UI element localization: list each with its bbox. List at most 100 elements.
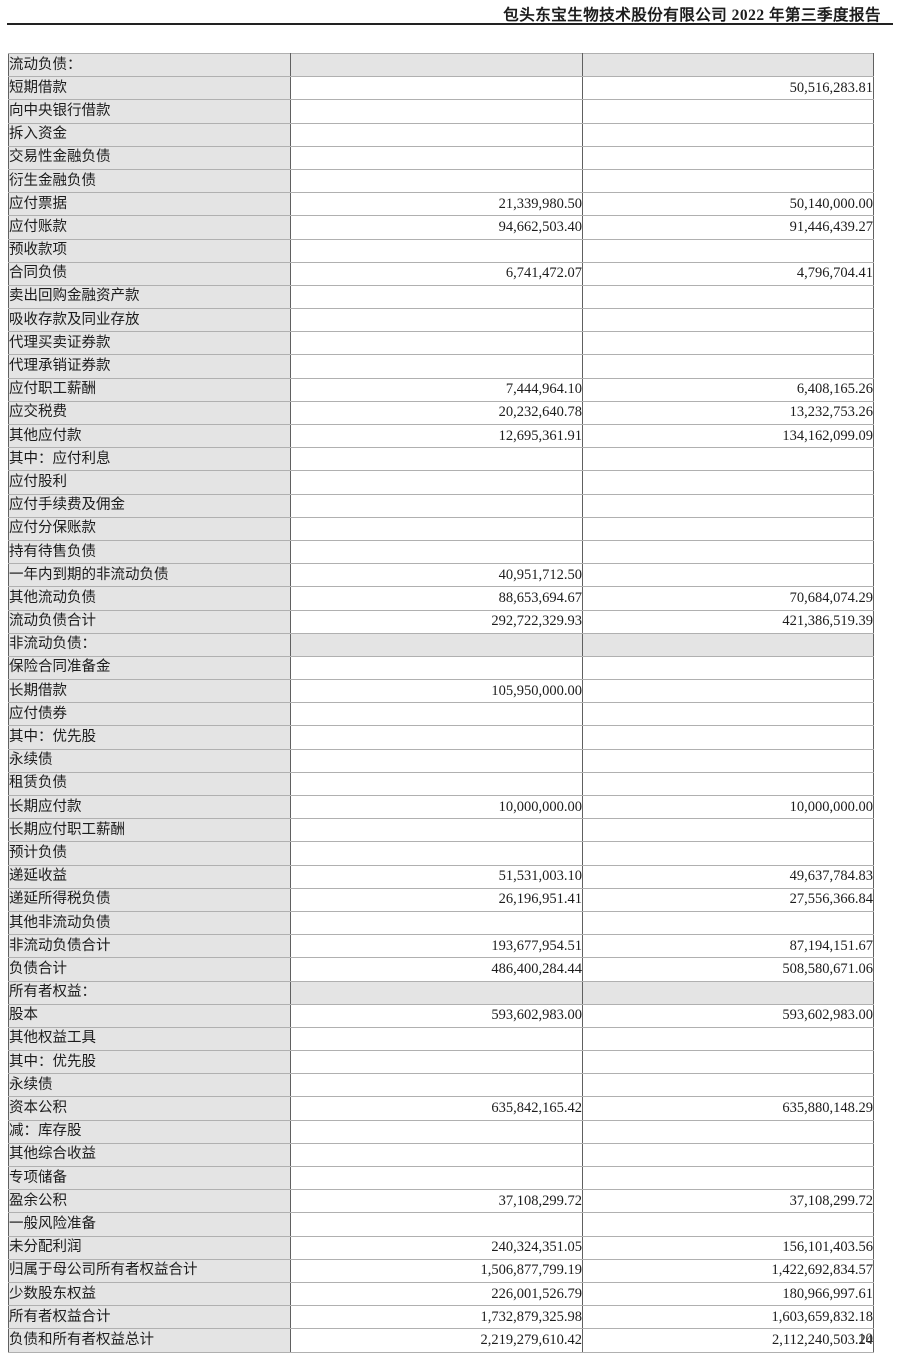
prior-value-cell: 4,796,704.41 bbox=[582, 261, 874, 286]
row-label: 其他综合收益 bbox=[8, 1142, 291, 1168]
row-label: 预计负债 bbox=[8, 841, 291, 866]
prior-value-cell: 70,684,074.29 bbox=[582, 586, 874, 611]
row-label: 流动负债： bbox=[8, 52, 291, 78]
table-row: 合同负债 6,741,472.07 4,796,704.41 bbox=[8, 261, 874, 286]
row-label: 代理承销证券款 bbox=[8, 354, 291, 379]
current-value-cell: 40,951,712.50 bbox=[290, 563, 583, 588]
prior-value-cell bbox=[582, 1165, 874, 1191]
table-row: 其中：应付利息 bbox=[8, 447, 874, 472]
current-value-cell: 1,732,879,325.98 bbox=[290, 1305, 583, 1330]
table-row: 应付手续费及佣金 bbox=[8, 493, 874, 518]
prior-value-cell bbox=[582, 725, 874, 750]
row-label: 所有者权益合计 bbox=[8, 1305, 291, 1330]
prior-value-cell bbox=[582, 52, 874, 78]
table-row: 拆入资金 bbox=[8, 122, 874, 147]
prior-value-cell: 87,194,151.67 bbox=[582, 934, 874, 959]
table-row: 卖出回购金融资产款 bbox=[8, 284, 874, 310]
table-row: 长期应付职工薪酬 bbox=[8, 818, 874, 843]
row-label: 永续债 bbox=[8, 1073, 291, 1098]
table-row: 其他综合收益 bbox=[8, 1142, 874, 1168]
current-value-cell bbox=[290, 1073, 583, 1098]
current-value-cell bbox=[290, 655, 583, 681]
table-row: 代理买卖证券款 bbox=[8, 331, 874, 356]
row-label: 归属于母公司所有者权益合计 bbox=[8, 1258, 291, 1283]
table-row: 盈余公积 37,108,299.72 37,108,299.72 bbox=[8, 1189, 874, 1214]
row-label: 其他权益工具 bbox=[8, 1026, 291, 1052]
current-value-cell: 1,506,877,799.19 bbox=[290, 1258, 583, 1283]
current-value-cell bbox=[290, 980, 583, 1005]
table-row: 一年内到期的非流动负债 40,951,712.50 bbox=[8, 563, 874, 588]
prior-value-cell bbox=[582, 1050, 874, 1075]
table-row: 其中：优先股 bbox=[8, 1050, 874, 1075]
table-row: 其他流动负债 88,653,694.67 70,684,074.29 bbox=[8, 586, 874, 611]
prior-value-cell bbox=[582, 655, 874, 681]
current-value-cell bbox=[290, 539, 583, 565]
table-row: 永续债 bbox=[8, 1073, 874, 1098]
table-row: 永续债 bbox=[8, 748, 874, 773]
row-label: 衍生金融负债 bbox=[8, 168, 291, 194]
current-value-cell bbox=[290, 725, 583, 750]
table-row: 所有者权益： bbox=[8, 980, 874, 1005]
row-label: 流动负债合计 bbox=[8, 609, 291, 634]
current-value-cell bbox=[290, 1050, 583, 1075]
prior-value-cell bbox=[582, 1212, 874, 1237]
page-title: 包头东宝生物技术股份有限公司 2022 年第三季度报告 bbox=[503, 7, 881, 24]
row-label: 其中：应付利息 bbox=[8, 447, 291, 472]
row-label: 其中：优先股 bbox=[8, 725, 291, 750]
table-row: 长期应付款 10,000,000.00 10,000,000.00 bbox=[8, 794, 874, 820]
table-row: 向中央银行借款 bbox=[8, 99, 874, 124]
row-label: 长期借款 bbox=[8, 679, 291, 704]
prior-value-cell bbox=[582, 1119, 874, 1144]
current-value-cell: 26,196,951.41 bbox=[290, 887, 583, 912]
table-row: 其他权益工具 bbox=[8, 1026, 874, 1052]
table-row: 流动负债合计 292,722,329.93 421,386,519.39 bbox=[8, 609, 874, 634]
prior-value-cell: 593,602,983.00 bbox=[582, 1003, 874, 1028]
table-row: 应付票据 21,339,980.50 50,140,000.00 bbox=[8, 192, 874, 217]
table-row: 递延收益 51,531,003.10 49,637,784.83 bbox=[8, 864, 874, 889]
prior-value-cell bbox=[582, 748, 874, 773]
row-label: 吸收存款及同业存放 bbox=[8, 308, 291, 333]
current-value-cell bbox=[290, 470, 583, 495]
current-value-cell: 10,000,000.00 bbox=[290, 794, 583, 820]
current-value-cell bbox=[290, 99, 583, 124]
prior-value-cell bbox=[582, 910, 874, 936]
table-row: 应付分保账款 bbox=[8, 516, 874, 541]
table-row: 未分配利润 240,324,351.05 156,101,403.56 bbox=[8, 1235, 874, 1260]
prior-value-cell: 134,162,099.09 bbox=[582, 423, 874, 449]
prior-value-cell bbox=[582, 493, 874, 518]
prior-value-cell: 37,108,299.72 bbox=[582, 1189, 874, 1214]
current-value-cell: 486,400,284.44 bbox=[290, 957, 583, 982]
current-value-cell bbox=[290, 238, 583, 263]
current-value-cell bbox=[290, 771, 583, 797]
row-label: 应付票据 bbox=[8, 192, 291, 217]
current-value-cell bbox=[290, 168, 583, 194]
row-label: 递延所得税负债 bbox=[8, 887, 291, 912]
prior-value-cell: 1,603,659,832.18 bbox=[582, 1305, 874, 1330]
row-label: 盈余公积 bbox=[8, 1189, 291, 1214]
prior-value-cell bbox=[582, 771, 874, 797]
row-label: 拆入资金 bbox=[8, 122, 291, 147]
current-value-cell bbox=[290, 516, 583, 541]
table-row: 应付股利 bbox=[8, 470, 874, 495]
table-row: 负债和所有者权益总计 2,219,279,610.42 2,112,240,50… bbox=[8, 1328, 874, 1353]
current-value-cell bbox=[290, 1212, 583, 1237]
current-value-cell bbox=[290, 1119, 583, 1144]
table-row: 所有者权益合计 1,732,879,325.98 1,603,659,832.1… bbox=[8, 1305, 874, 1330]
prior-value-cell: 91,446,439.27 bbox=[582, 215, 874, 240]
current-value-cell: 240,324,351.05 bbox=[290, 1235, 583, 1260]
row-label: 资本公积 bbox=[8, 1096, 291, 1121]
row-label: 其他流动负债 bbox=[8, 586, 291, 611]
table-row: 预收款项 bbox=[8, 238, 874, 263]
table-row: 减：库存股 bbox=[8, 1119, 874, 1144]
current-value-cell bbox=[290, 841, 583, 866]
table-row: 一般风险准备 bbox=[8, 1212, 874, 1237]
row-label: 非流动负债合计 bbox=[8, 934, 291, 959]
current-value-cell: 593,602,983.00 bbox=[290, 1003, 583, 1028]
row-label: 长期应付款 bbox=[8, 794, 291, 820]
current-value-cell bbox=[290, 632, 583, 657]
current-value-cell: 12,695,361.91 bbox=[290, 423, 583, 449]
row-label: 应付股利 bbox=[8, 470, 291, 495]
table-row: 递延所得税负债 26,196,951.41 27,556,366.84 bbox=[8, 887, 874, 912]
table-row: 非流动负债合计 193,677,954.51 87,194,151.67 bbox=[8, 934, 874, 959]
current-value-cell bbox=[290, 308, 583, 333]
